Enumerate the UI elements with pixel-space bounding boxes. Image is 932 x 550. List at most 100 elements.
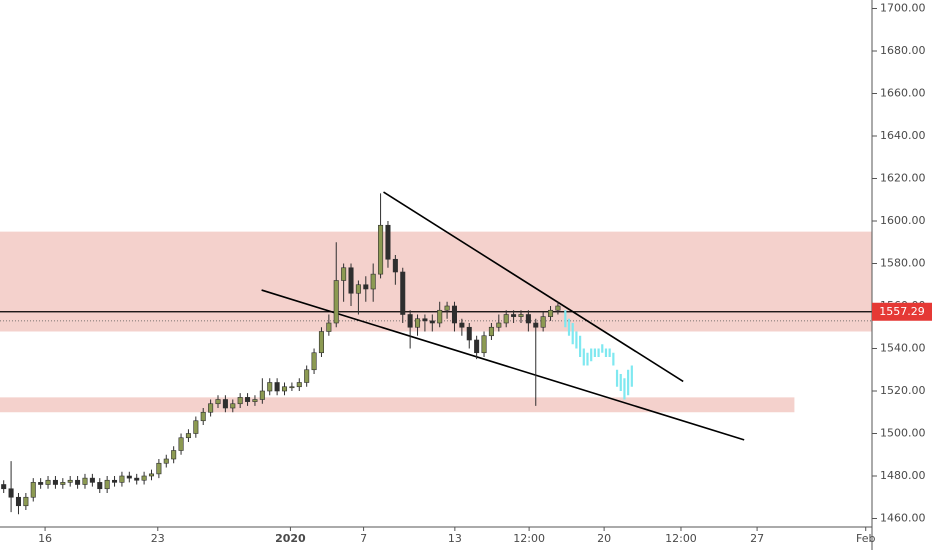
y-tick-label: 1460.00 bbox=[880, 512, 926, 525]
candle-body bbox=[281, 386, 288, 392]
candle-body bbox=[171, 450, 177, 460]
candle-body bbox=[363, 284, 369, 290]
candle-body bbox=[215, 399, 221, 405]
candle-body bbox=[134, 477, 140, 481]
y-tick-label: 1600.00 bbox=[880, 214, 926, 227]
candle-body bbox=[267, 382, 273, 392]
candle-body bbox=[488, 326, 494, 337]
candle-body bbox=[75, 479, 81, 485]
y-tick-label: 1520.00 bbox=[880, 384, 926, 397]
candle-body bbox=[82, 477, 88, 485]
candle-body bbox=[148, 473, 155, 477]
candle-body bbox=[60, 482, 66, 485]
zone bbox=[0, 231, 872, 332]
candle-body bbox=[474, 339, 480, 354]
candle-body bbox=[126, 475, 132, 479]
candle-body bbox=[511, 314, 517, 317]
candle-body bbox=[318, 331, 324, 354]
candle-body bbox=[422, 318, 428, 322]
candle-body bbox=[112, 479, 118, 483]
candle-body bbox=[259, 390, 265, 400]
candle-body bbox=[156, 462, 162, 475]
candle-body bbox=[30, 482, 36, 498]
x-tick-label: 20 bbox=[597, 532, 611, 545]
candle-body bbox=[503, 314, 509, 324]
candle-body bbox=[185, 433, 191, 439]
candle-body bbox=[296, 382, 302, 388]
zones bbox=[0, 231, 872, 413]
y-tick-label: 1680.00 bbox=[880, 44, 926, 57]
candle-body bbox=[289, 386, 295, 389]
candle-body bbox=[333, 280, 339, 324]
y-tick-label: 1540.00 bbox=[880, 342, 926, 355]
y-tick-label: 1620.00 bbox=[880, 172, 926, 185]
x-tick-label: 7 bbox=[360, 532, 367, 545]
candle-body bbox=[407, 314, 413, 328]
candle-body bbox=[326, 322, 332, 332]
candle-body bbox=[119, 475, 125, 483]
candle-body bbox=[23, 496, 29, 507]
last-price-label: 1557.29 bbox=[879, 305, 925, 318]
candle-body bbox=[341, 267, 347, 281]
candle-body bbox=[392, 258, 398, 273]
candle-body bbox=[415, 318, 421, 328]
candle-body bbox=[437, 309, 443, 324]
y-tick-label: 1480.00 bbox=[880, 469, 926, 482]
candle-body bbox=[222, 399, 228, 409]
candle-body bbox=[348, 267, 354, 294]
x-tick-label: 12:00 bbox=[665, 532, 697, 545]
x-tick-label: Feb bbox=[856, 532, 875, 545]
candle-body bbox=[67, 479, 73, 483]
trendline bbox=[261, 289, 745, 441]
last-price-tag bbox=[872, 302, 932, 321]
y-tick-label: 1500.00 bbox=[880, 427, 926, 440]
candle-body bbox=[525, 314, 531, 324]
candle-body bbox=[193, 420, 199, 434]
x-tick-label: 2020 bbox=[275, 532, 306, 545]
candle-body bbox=[200, 411, 206, 422]
candle-body bbox=[141, 475, 147, 481]
candles bbox=[1, 193, 633, 515]
candle-body bbox=[400, 271, 406, 315]
candle-body bbox=[540, 316, 546, 328]
candle-body bbox=[97, 482, 103, 490]
candle-body bbox=[451, 305, 457, 324]
y-tick-label: 1580.00 bbox=[880, 257, 926, 270]
candle-body bbox=[304, 369, 310, 383]
candle-body bbox=[533, 322, 539, 328]
candle-body bbox=[496, 322, 502, 328]
candle-body bbox=[274, 382, 280, 392]
candle-body bbox=[518, 314, 524, 317]
candle-body bbox=[378, 224, 384, 275]
candle-body bbox=[52, 479, 58, 485]
lines bbox=[0, 191, 872, 441]
candle-body bbox=[45, 479, 51, 485]
y-tick-label: 1660.00 bbox=[880, 87, 926, 100]
zone bbox=[0, 397, 795, 413]
candle-body bbox=[245, 397, 251, 402]
price-axis-bg bbox=[872, 0, 932, 550]
candle-body bbox=[163, 458, 169, 464]
candle-body bbox=[555, 305, 561, 311]
candle-body bbox=[38, 482, 44, 485]
candle-body bbox=[1, 484, 7, 490]
x-tick-label: 27 bbox=[750, 532, 764, 545]
candle-body bbox=[237, 397, 243, 405]
candle-body bbox=[230, 403, 236, 409]
candle-body bbox=[548, 309, 554, 317]
candle-body bbox=[89, 477, 95, 483]
candle-body bbox=[15, 496, 21, 507]
trendline bbox=[383, 191, 684, 383]
x-tick-label: 13 bbox=[448, 532, 462, 545]
candle-body bbox=[385, 224, 391, 260]
candle-body bbox=[429, 320, 435, 324]
x-tick-label: 12:00 bbox=[513, 532, 545, 545]
candle-body bbox=[8, 488, 14, 498]
x-tick-label: 23 bbox=[151, 532, 165, 545]
candle-body bbox=[311, 352, 317, 371]
candle-body bbox=[355, 284, 361, 294]
y-tick-label: 1640.00 bbox=[880, 129, 926, 142]
